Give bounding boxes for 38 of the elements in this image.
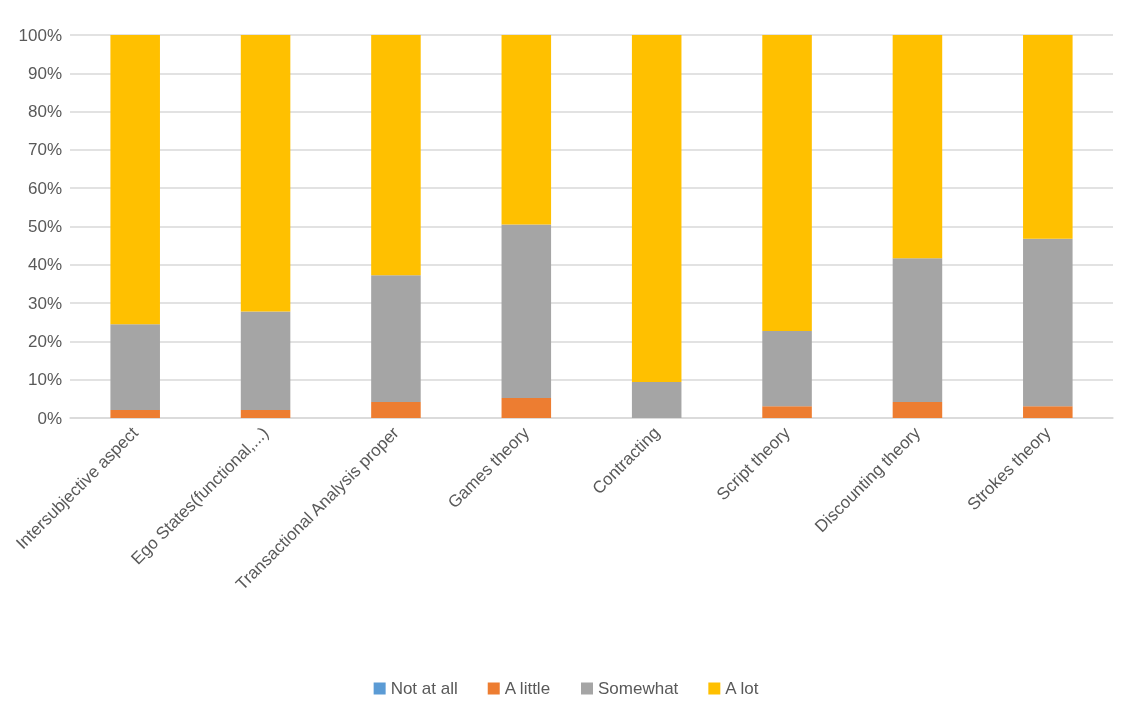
bar [371, 275, 421, 402]
bar [501, 224, 552, 399]
y-tick-label: 60% [27, 178, 62, 198]
bar [501, 398, 552, 418]
y-tick-label: 30% [27, 293, 62, 313]
bar [110, 409, 160, 418]
bar [762, 406, 812, 418]
bar [371, 401, 421, 418]
y-tick-label: 80% [27, 102, 62, 122]
y-tick-label: 20% [27, 331, 62, 351]
bar [371, 35, 421, 276]
y-tick-label: 10% [27, 370, 62, 390]
bar [892, 258, 943, 402]
bar [1023, 406, 1073, 418]
bar [631, 35, 682, 382]
y-tick-label: 90% [27, 63, 62, 83]
bar [240, 409, 291, 418]
bar [110, 35, 160, 325]
y-tick-label: 70% [27, 140, 62, 160]
bar [1023, 238, 1073, 407]
bar [892, 35, 943, 259]
y-tick-label: 40% [27, 255, 62, 275]
y-tick-label: 100% [18, 25, 62, 45]
legend-label: A lot [725, 679, 759, 698]
bar [1023, 35, 1073, 239]
y-tick-label: 0% [37, 408, 62, 428]
bar [631, 382, 682, 418]
bar [892, 401, 943, 418]
legend-label: Not at all [390, 679, 458, 698]
legend-label: A little [504, 679, 551, 698]
bar [240, 311, 291, 410]
bar [110, 324, 160, 410]
y-tick-label: 50% [27, 217, 62, 236]
legend-label: Somewhat [598, 679, 679, 698]
bar [762, 35, 812, 332]
bar [501, 35, 552, 225]
bar [240, 35, 291, 312]
bar [762, 331, 812, 407]
